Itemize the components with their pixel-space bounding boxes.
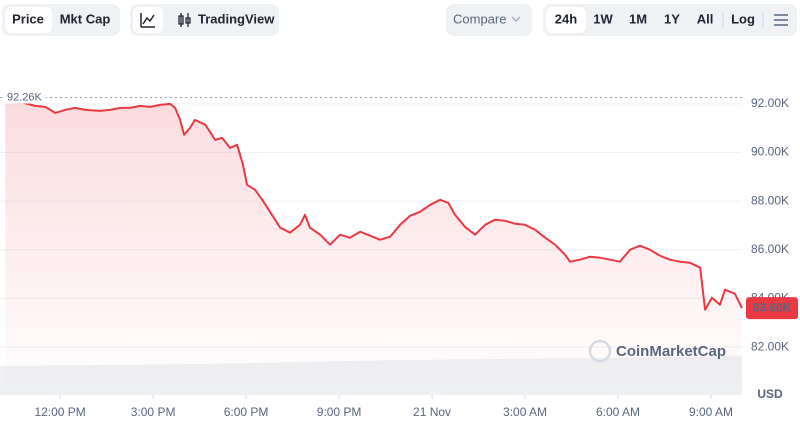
high-badge <box>2 89 46 104</box>
range-button[interactable]: 1Y <box>664 11 680 26</box>
settings-icon[interactable] <box>774 14 788 26</box>
candle-icon <box>178 13 191 27</box>
x-tick-label: 3:00 AM <box>503 405 547 419</box>
watermark: CoinMarketCap <box>616 343 726 360</box>
compare-label[interactable]: Compare <box>453 11 506 26</box>
y-tick-label: 88.00K <box>751 193 789 207</box>
range-button[interactable]: 1W <box>593 11 613 26</box>
range-group <box>543 4 797 36</box>
x-tick-label: 9:00 AM <box>689 405 733 419</box>
range-button[interactable]: 24h <box>555 11 577 26</box>
y-tick-label: 92.00K <box>751 96 789 110</box>
range-button[interactable]: All <box>697 11 714 26</box>
price-area <box>5 99 743 396</box>
x-tick-label: 9:00 PM <box>317 405 362 419</box>
x-tick-label: 12:00 PM <box>34 405 85 419</box>
x-tick-label: 6:00 AM <box>596 405 640 419</box>
log-toggle[interactable]: Log <box>731 11 755 26</box>
range-active[interactable] <box>546 7 586 33</box>
tab-active[interactable] <box>5 7 52 33</box>
range-button[interactable]: 1M <box>629 11 647 26</box>
tab[interactable]: Price <box>12 11 44 26</box>
tool-group <box>130 4 279 36</box>
y-tick-label: 82.00K <box>751 339 789 353</box>
x-tick-label: 21 Nov <box>413 405 451 419</box>
current-badge <box>746 297 798 320</box>
tool[interactable]: TradingView <box>198 11 275 26</box>
x-tick-label: 3:00 PM <box>131 405 176 419</box>
compare-button[interactable] <box>446 4 532 36</box>
chevron <box>511 16 521 23</box>
y-tick-label: 90.00K <box>751 145 789 159</box>
watermark-logo <box>588 339 612 363</box>
high-label: 92.26K <box>7 91 43 103</box>
price-line <box>5 98 743 311</box>
current-label: 83.60K <box>753 300 792 314</box>
y-tick-label: 86.00K <box>751 242 789 256</box>
tab[interactable]: Mkt Cap <box>60 11 111 26</box>
x-tick-label: 6:00 PM <box>224 405 269 419</box>
line-icon <box>140 13 155 28</box>
unit-label: USD <box>757 387 783 401</box>
